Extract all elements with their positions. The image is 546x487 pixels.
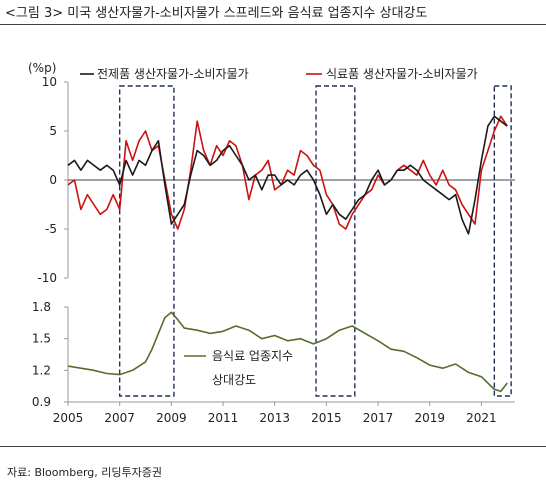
footer-divider (0, 446, 546, 447)
bottom-y-tick-label: 1.2 (32, 363, 51, 377)
bottom-y-tick-label: 1.8 (32, 300, 51, 314)
chart-svg: (%p) 10 5 0 -5 -10 1.8 1.5 1.2 0.9 2005 2007 2009… (28, 61, 515, 425)
legend-label-rel-strength-2: 상대강도 (212, 373, 256, 387)
x-tick-label: 2015 (311, 411, 342, 425)
highlight-period-box (315, 85, 356, 397)
series-line-total-ppi-cpi (67, 115, 508, 235)
bottom-y-tick-label: 1.5 (32, 332, 51, 346)
y-axis-unit-label: (%p) (28, 61, 56, 75)
top-y-tick-label: 0 (49, 173, 57, 187)
bottom-y-tick-label: 0.9 (32, 395, 51, 409)
chart-title: <그림 3> 미국 생산자물가-소비자물가 스프레드와 음식료 업종지수 상대강… (5, 6, 428, 21)
highlight-period-box (493, 85, 512, 397)
top-y-tick-label: -5 (45, 222, 57, 236)
top-y-tick-label: 10 (42, 75, 57, 89)
x-tick-label: 2021 (466, 411, 497, 425)
legend-label-rel-strength-1: 음식료 업종지수 (212, 349, 293, 363)
highlight-period-box (118, 85, 175, 397)
top-legend: 전제품 생산자물가-소비자물가 식료품 생산자물가-소비자물가 (80, 67, 478, 81)
x-tick-label: 2011 (208, 411, 239, 425)
source-note: 자료: Bloomberg, 리딩투자증권 (7, 466, 162, 479)
x-tick-label: 2005 (53, 411, 84, 425)
title-divider (0, 24, 546, 25)
legend-label-food: 식료품 생산자물가-소비자물가 (326, 67, 478, 81)
x-tick-label: 2019 (414, 411, 445, 425)
top-y-tick-label: 5 (49, 124, 57, 138)
x-tick-label: 2007 (104, 411, 135, 425)
x-tick-label: 2017 (363, 411, 394, 425)
bottom-legend: 음식료 업종지수 상대강도 (184, 349, 293, 387)
x-tick-label: 2009 (156, 411, 187, 425)
series-line-food-rel-strength (67, 311, 508, 393)
top-y-tick-label: -10 (37, 271, 57, 285)
legend-label-total: 전제품 생산자물가-소비자물가 (97, 67, 249, 81)
series-line-food-ppi-cpi (67, 115, 508, 230)
x-tick-label: 2013 (259, 411, 290, 425)
